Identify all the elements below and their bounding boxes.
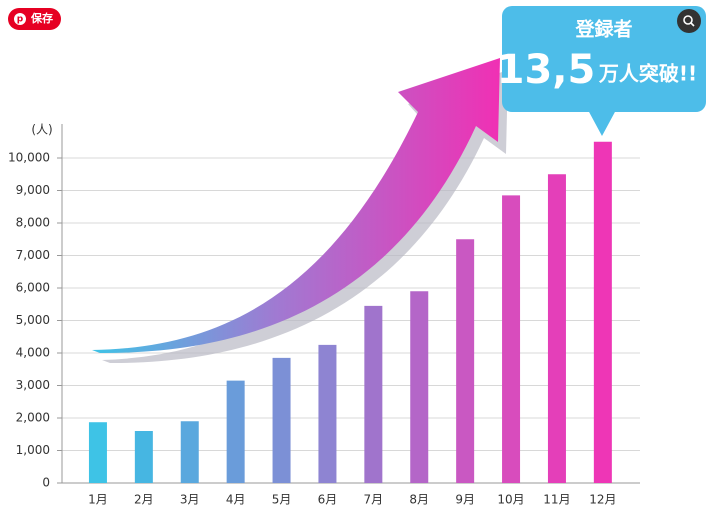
x-tick-label: 3月: [180, 493, 200, 507]
growth-arrow: [92, 58, 508, 364]
y-tick-label: 8,000: [16, 216, 50, 230]
bar: [593, 141, 612, 483]
callout-number: 13,5: [497, 47, 596, 93]
callout-text: 万人突破!!: [598, 62, 697, 86]
bars: [88, 141, 612, 483]
bar: [180, 421, 199, 483]
bar: [226, 380, 245, 483]
x-tick-label: 1月: [88, 493, 108, 507]
y-tick-label: 0: [42, 476, 50, 490]
y-tick-label: 3,000: [16, 378, 50, 392]
x-tick-label: 10月: [497, 493, 524, 507]
lens-button[interactable]: [677, 9, 701, 33]
y-tick-label: 5,000: [16, 313, 50, 327]
y-tick-label: 2,000: [16, 411, 50, 425]
bar: [364, 305, 383, 483]
x-tick-label: 11月: [543, 493, 570, 507]
bar: [134, 431, 153, 483]
y-unit-label: (人): [31, 123, 52, 137]
bar: [547, 174, 566, 483]
callout-title: 登録者: [574, 18, 632, 41]
y-tick-label: 7,000: [16, 248, 50, 262]
x-tick-label: 4月: [226, 493, 246, 507]
y-tick-label: 4,000: [16, 346, 50, 360]
save-button[interactable]: p 保存: [8, 8, 61, 30]
x-tick-label: 7月: [364, 493, 384, 507]
bar: [88, 422, 107, 483]
callout: 登録者 13,5 万人突破!!: [497, 6, 706, 136]
y-tick-label: 1,000: [16, 443, 50, 457]
svg-text:p: p: [17, 15, 24, 25]
bar: [410, 291, 429, 483]
y-tick-label: 10,000: [8, 151, 50, 165]
x-tick-label: 8月: [409, 493, 429, 507]
y-tick-label: 9,000: [16, 183, 50, 197]
bar: [272, 357, 291, 483]
x-tick-label: 12月: [589, 493, 616, 507]
bar: [318, 344, 337, 483]
bar: [456, 239, 475, 483]
x-tick-label: 6月: [318, 493, 338, 507]
y-tick-label: 6,000: [16, 281, 50, 295]
x-tick-label: 5月: [272, 493, 292, 507]
x-tick-label: 9月: [455, 493, 475, 507]
x-tick-label: 2月: [134, 493, 154, 507]
bar: [502, 195, 521, 483]
save-label[interactable]: 保存: [30, 11, 53, 25]
